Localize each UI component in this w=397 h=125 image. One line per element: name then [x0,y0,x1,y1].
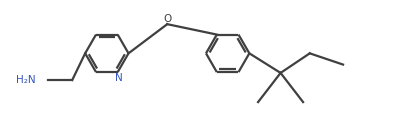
Text: H₂N: H₂N [16,75,36,85]
Text: N: N [116,72,123,83]
Text: O: O [163,14,172,24]
